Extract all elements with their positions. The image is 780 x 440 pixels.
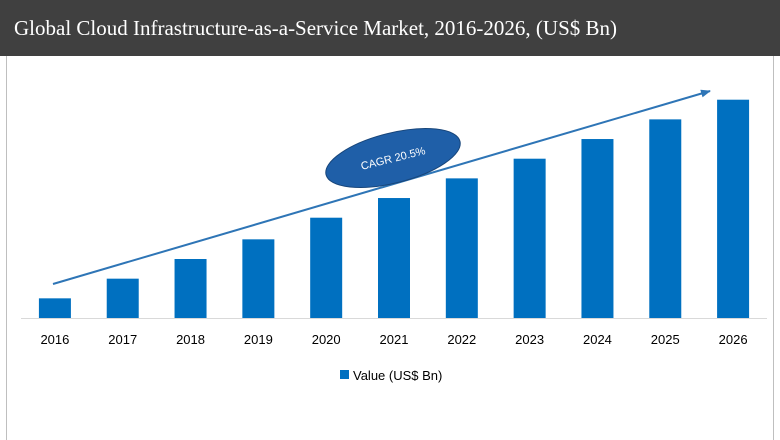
bar-2017 [106,278,139,318]
bar-2025 [649,119,682,318]
chart-title: Global Cloud Infrastructure-as-a-Service… [0,0,780,56]
legend-swatch [340,370,349,379]
x-tick-2021: 2021 [380,332,409,347]
cagr-ellipse [325,128,461,188]
x-tick-2016: 2016 [40,332,69,347]
x-tick-2024: 2024 [583,332,612,347]
bar-chart: 2016 2017 2018 2019 2020 2021 2022 2023 2024 2025… [21,89,767,383]
chart-frame: 2016 2017 2018 2019 2020 2021 2022 2023 2024 2025… [6,56,774,440]
bar-2018 [174,259,207,318]
cagr-trend-arrow [52,89,711,285]
bar-2016 [38,298,71,318]
x-tick-2017: 2017 [108,332,137,347]
legend: Value (US$ Bn) [340,368,442,383]
bar-2026 [717,99,750,318]
x-tick-2019: 2019 [244,332,273,347]
bar-2021 [378,198,410,318]
bar-2020 [310,217,343,318]
x-tick-2023: 2023 [515,332,544,347]
bar-2024 [581,139,614,318]
bars-layer [38,99,750,318]
bar-2023 [513,158,546,318]
x-tick-2020: 2020 [312,332,341,347]
legend-label: Value (US$ Bn) [353,368,442,383]
cagr-annotation: CAGR 20.5% [325,128,461,188]
x-tick-2018: 2018 [176,332,205,347]
x-tick-labels: 2016 2017 2018 2019 2020 2021 2022 2023 2024 2025… [40,332,747,347]
bar-2019 [242,239,275,318]
x-tick-2025: 2025 [651,332,680,347]
x-tick-2026: 2026 [719,332,748,347]
x-tick-2022: 2022 [447,332,476,347]
bar-2022 [445,178,478,318]
